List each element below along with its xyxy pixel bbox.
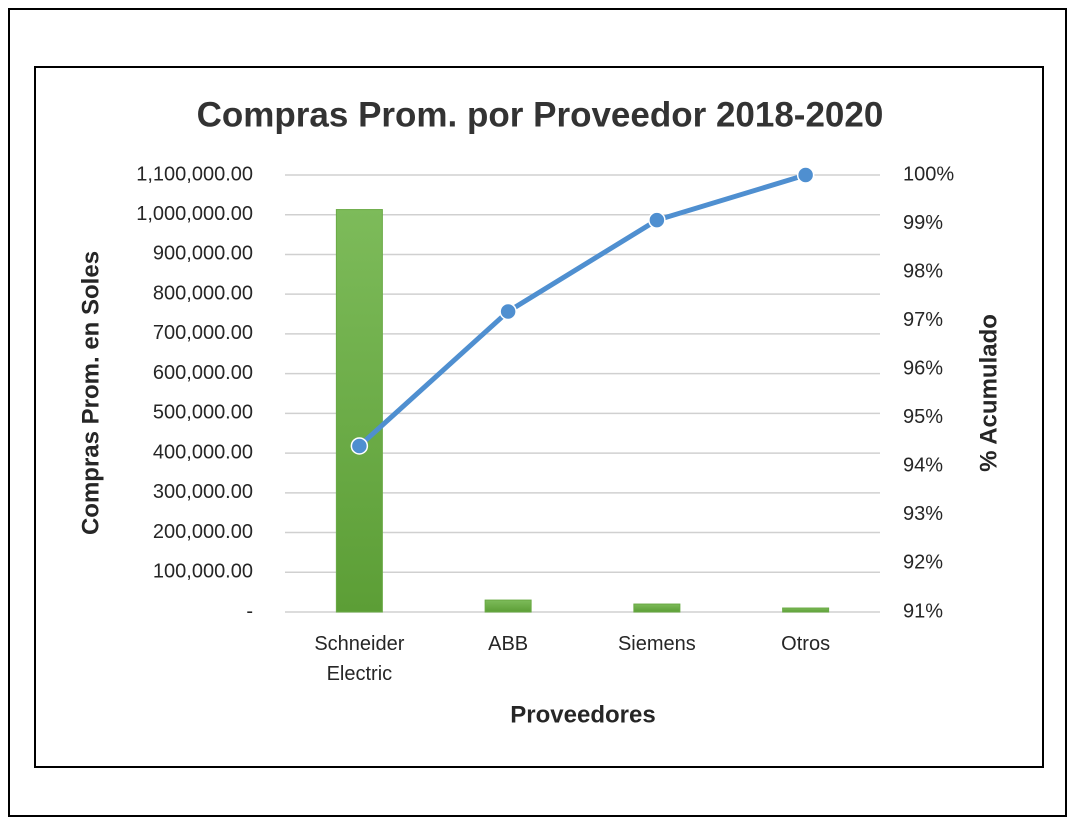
y-tick-label: - [246,600,253,622]
line-marker [796,166,815,184]
bar [484,599,532,613]
y-axis-title: Compras Prom. en Soles [77,251,104,535]
y2-tick-label: 93% [903,503,943,525]
y-tick-label: 600,000.00 [153,362,253,384]
chart-border [34,66,1044,768]
y-tick-label: 700,000.00 [153,322,253,344]
y2-tick-label: 100% [903,163,954,185]
bar [335,209,383,613]
x-tick-label: Schneider Electric [314,633,405,685]
y2-tick-label: 99% [903,212,943,234]
x-axis-title: Proveedores [510,701,655,728]
y2-tick-label: 97% [903,309,943,331]
line-marker [350,437,369,455]
y2-tick-label: 91% [903,600,943,622]
y-tick-label: 1,100,000.00 [136,163,253,185]
x-tick-label: Otros [781,633,831,655]
y-tick-label: 500,000.00 [153,402,253,424]
outer-border [8,8,1067,817]
y2-tick-label: 98% [903,260,943,282]
y-tick-label: 1,000,000.00 [136,203,253,225]
y-tick-label: 400,000.00 [153,441,253,463]
y2-axis-title: % Acumulado [975,314,1002,472]
bar [782,607,830,613]
y2-tick-label: 92% [903,552,943,574]
chart-title: Compras Prom. por Proveedor 2018-2020 [197,95,884,134]
bar [633,603,681,613]
y-tick-label: 200,000.00 [153,521,253,543]
y-tick-label: 100,000.00 [153,561,253,583]
y-tick-label: 900,000.00 [153,243,253,265]
line-marker [499,302,517,321]
y-tick-label: 800,000.00 [153,282,253,304]
x-tick-label: ABB [488,633,529,655]
line-marker [648,211,666,229]
y2-tick-label: 95% [903,406,943,428]
y2-tick-label: 96% [903,358,943,380]
x-tick-label: Siemens [617,633,696,655]
line [356,172,809,449]
y-tick-label: 300,000.00 [153,481,253,503]
y2-tick-label: 94% [903,455,943,477]
